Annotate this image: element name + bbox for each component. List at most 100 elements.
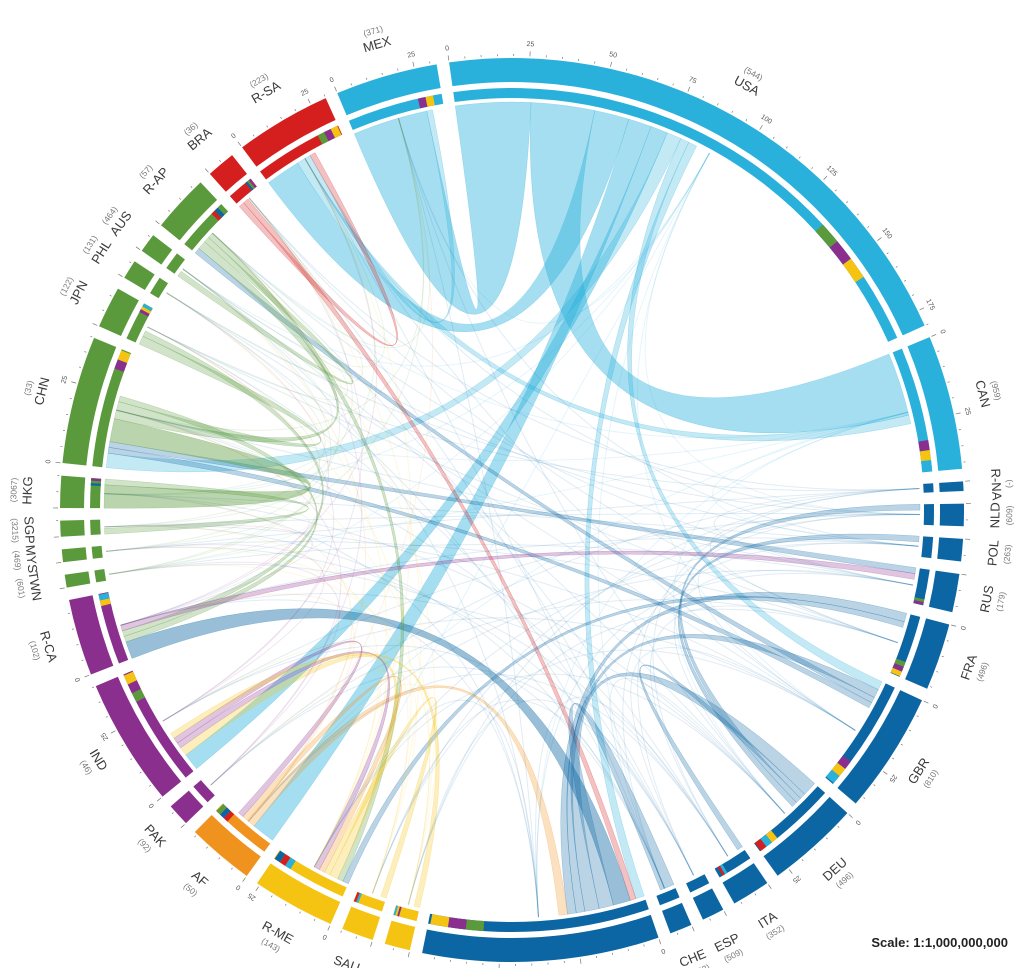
flow-line [212,232,909,439]
axis-tick [856,213,859,216]
axis-tick [350,83,352,86]
axis-tick [270,895,273,898]
region-mix-segment [91,478,102,482]
region-count-RUS: (179) [994,591,1008,613]
axis-tick [867,226,870,228]
region-mix-segment [245,181,254,191]
flow-line [371,699,666,894]
flow-line [182,268,786,814]
region-mix-segment [247,180,256,190]
region-mix-segment [890,667,902,677]
flow-line [248,197,920,491]
flow-line [609,677,786,889]
flow-line [116,409,342,786]
tick-label: 25 [407,51,416,60]
axis-tick [759,125,763,130]
flow-ribbon-ARE-IND [170,652,440,908]
flow-ribbon-R-EU-GBR [566,634,879,914]
region-mix-segment [98,592,110,601]
axis-tick [71,381,77,384]
flow-line [182,158,386,368]
flow-ribbon-NLD-DEU [679,504,921,803]
axis-tick [788,869,793,874]
tick-label: 100 [759,114,773,126]
flow-line [109,411,909,575]
axis-tick [204,168,209,173]
region-arc-RUS [928,570,960,613]
region-mix-segment [358,893,365,904]
flow-line [304,158,666,889]
flow-line [104,525,666,889]
flow-line [104,326,320,528]
region-inner-arc-PHL [149,277,169,299]
region-arc-PHL [124,261,155,291]
flow-ribbon-GBR-R-AP [194,248,875,704]
flow-line [162,645,666,889]
region-mix-segment [717,865,725,876]
axis-tick [179,197,182,200]
flow-ribbon-USA-CHN [105,132,682,473]
axis-tick [147,235,150,237]
region-inner-arc-PAK [193,780,215,803]
axis-tick [895,266,898,268]
region-mix-segment [248,178,257,188]
axis-tick [687,86,691,92]
axis-tick [926,323,929,326]
region-arc-R-NA [939,481,964,493]
flow-ribbon-USA-CAN [529,102,910,434]
axis-tick [863,797,866,799]
axis-tick [168,209,171,212]
axis-tick [931,334,937,337]
region-arc-CHN [62,337,117,466]
axis-tick [740,901,743,904]
axis-tick [102,309,105,312]
region-mix-segment [714,867,723,878]
axis-tick [90,336,93,338]
flow-line [247,683,439,905]
region-mix-segment [465,919,485,932]
region-mix-segment [918,439,930,452]
flow-ribbon-SGP-HKG [104,478,309,535]
region-label-NLD: NLD [987,502,1002,528]
flow-line [147,326,898,644]
region-mix-segment [217,204,228,215]
axis-tick [837,825,840,828]
flow-line [104,493,310,575]
flow-line [622,542,919,889]
axis-tick [313,918,316,921]
region-inner-arc-TWN [94,569,107,583]
flow-line [120,599,539,918]
flow-line [147,326,695,876]
tick-label: 25 [247,891,257,901]
region-mix-segment [317,132,329,145]
region-mix-segment [356,892,362,904]
axis-tick [109,294,112,297]
flow-line [313,542,919,868]
region-count-R-NA: (-) [1005,479,1015,488]
flow-line [106,546,409,894]
flow-line [104,152,710,495]
flow-line [166,197,364,383]
flow-line [247,570,914,822]
flow-line [120,537,919,626]
tick-label: 25 [100,731,110,741]
axis-tick [447,55,450,61]
flow-line [313,673,786,868]
axis-tick [672,83,674,86]
region-mix-segment [99,598,111,607]
axis-tick [923,700,929,704]
axis-tick [825,837,828,840]
region-mix-segment [831,762,846,777]
axis-tick [811,167,814,170]
region-mix-segment [417,96,428,109]
flow-line [104,525,380,868]
region-count-TWN: (601) [14,578,27,599]
flow-line [182,268,539,918]
axis-tick [118,273,123,277]
flow-line [166,292,920,515]
region-mix-segment [214,207,225,218]
flow-ribbon-BRA-R-EU [243,198,637,901]
flow-ribbon-R-CA-RUS [120,550,916,632]
flow-line [116,409,909,462]
